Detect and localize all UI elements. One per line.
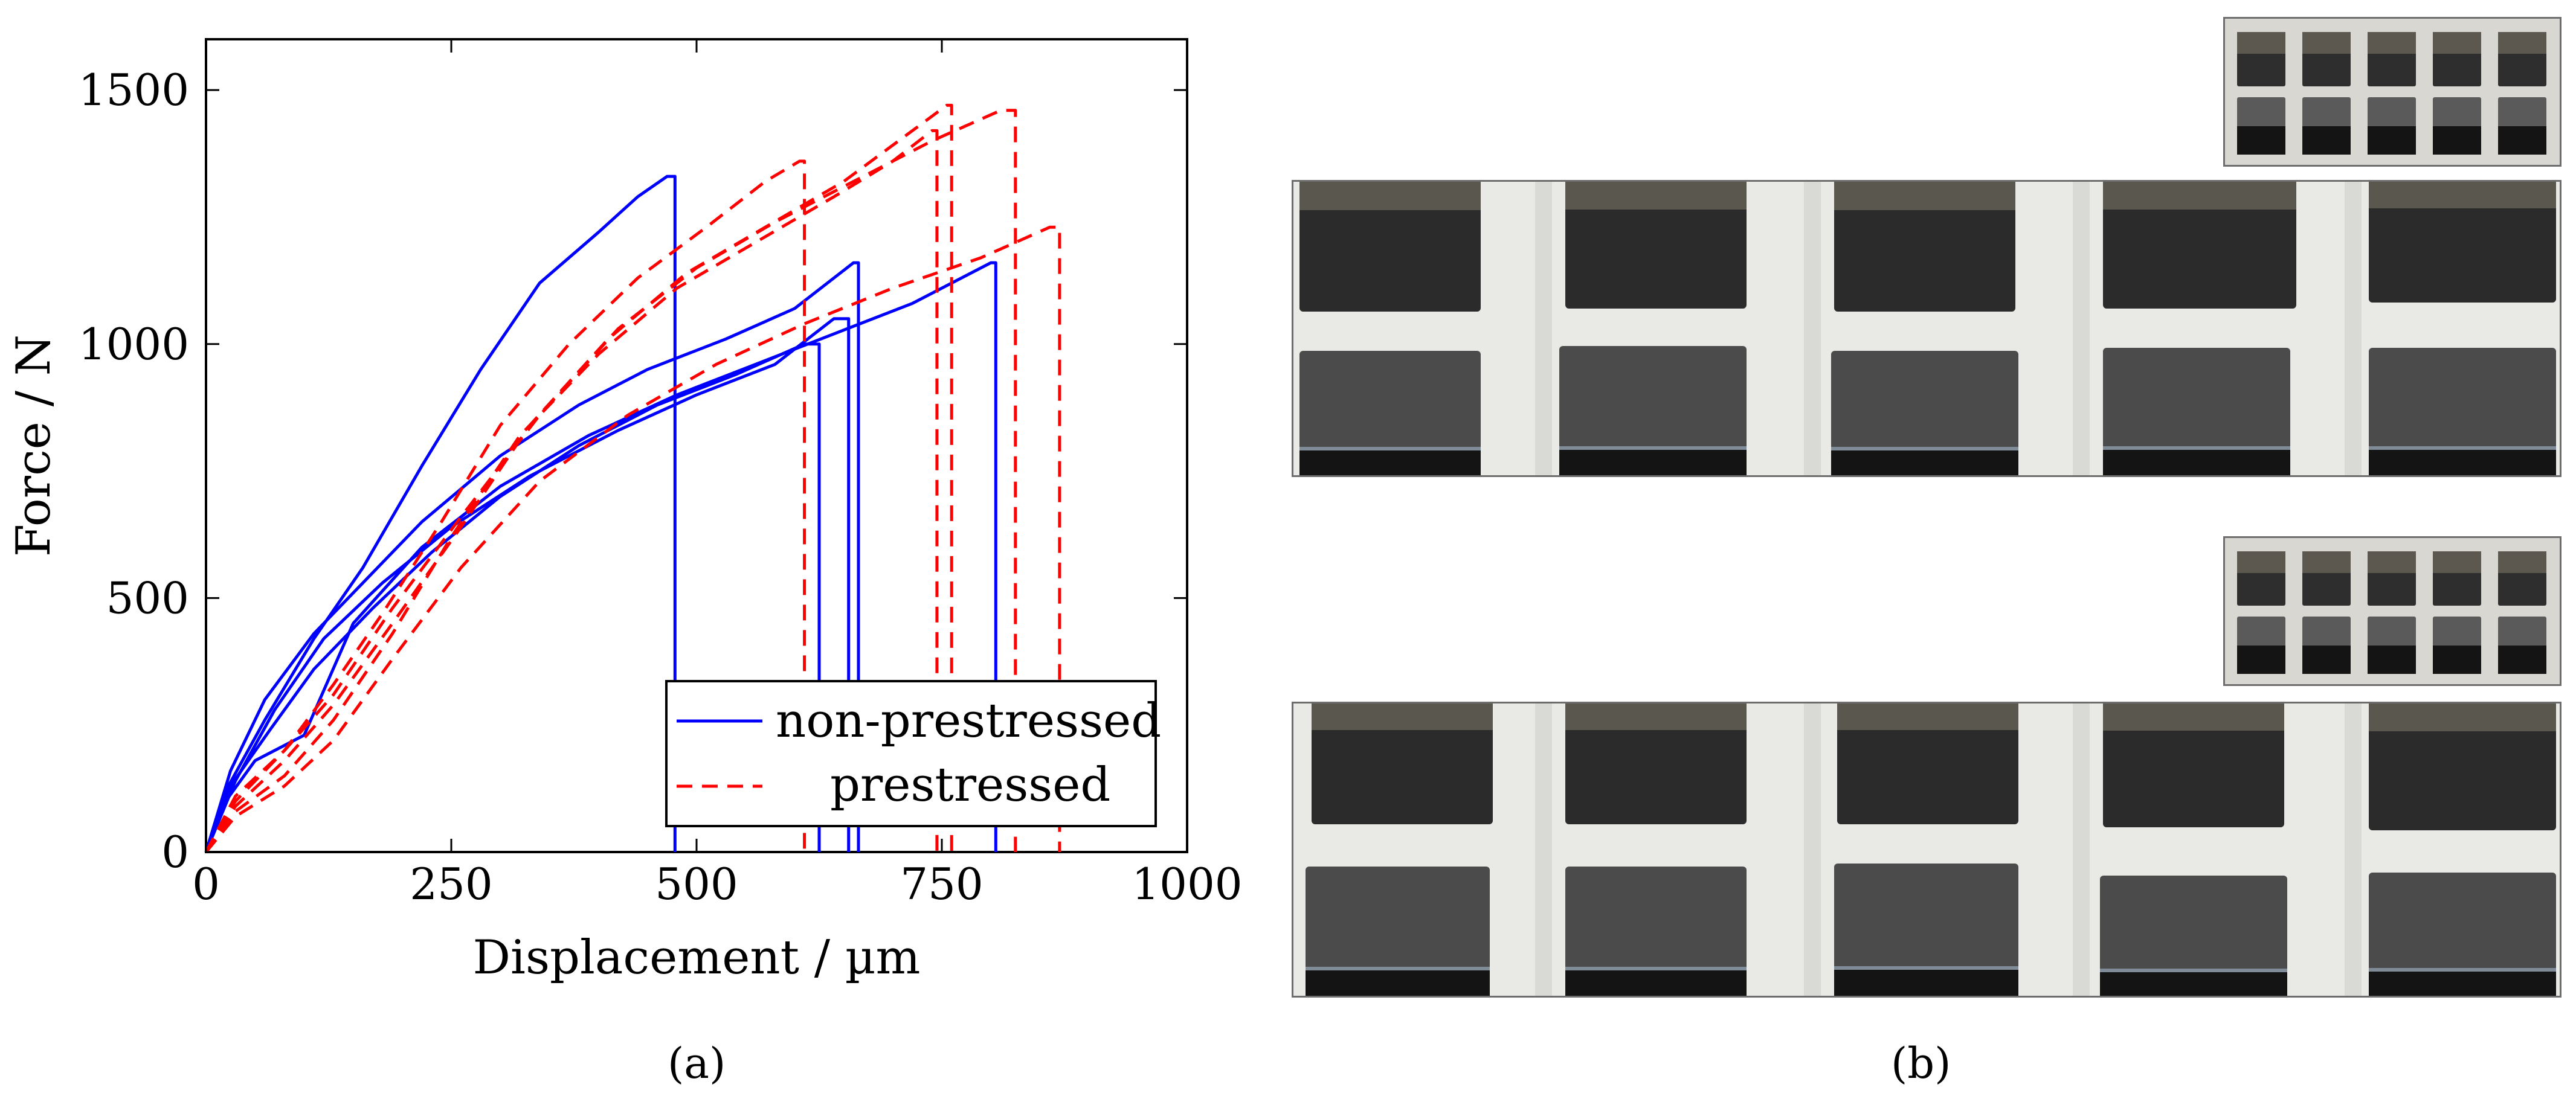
mini-specimen bbox=[2498, 617, 2546, 674]
specimen-upper bbox=[1312, 703, 1493, 824]
photo-divider bbox=[2345, 703, 2362, 996]
mini-specimen bbox=[2368, 551, 2416, 606]
photo-divider bbox=[2345, 182, 2362, 475]
specimen-upper bbox=[2103, 182, 2296, 309]
photo-divider bbox=[1535, 182, 1552, 475]
specimen-upper bbox=[1834, 182, 2015, 312]
prestressed-curve-7 bbox=[204, 129, 939, 853]
specimen-upper bbox=[1565, 182, 1747, 309]
legend-box bbox=[665, 680, 1157, 827]
mini-specimen bbox=[2302, 32, 2351, 86]
y-tick-label: 500 bbox=[106, 572, 189, 623]
y-tick-label: 1000 bbox=[79, 319, 189, 370]
specimen-lower bbox=[2100, 876, 2287, 996]
legend: non-prestressed prestressed bbox=[665, 680, 1161, 827]
caption-a: (a) bbox=[668, 1039, 726, 1088]
photo-divider bbox=[1535, 703, 1552, 996]
x-tick-label: 500 bbox=[655, 859, 738, 909]
y-tick-label: 1500 bbox=[79, 65, 189, 115]
mini-specimen bbox=[2237, 617, 2285, 674]
photo-divider bbox=[2073, 182, 2090, 475]
mini-specimen bbox=[2433, 32, 2481, 86]
mini-specimen bbox=[2498, 32, 2546, 86]
specimen-lower bbox=[1565, 867, 1747, 996]
prestressed-curve-9 bbox=[204, 109, 1017, 853]
x-tick-label: 750 bbox=[900, 859, 983, 909]
legend-label-non-prestressed: non-prestressed bbox=[776, 694, 1161, 748]
mini-specimen bbox=[2368, 32, 2416, 86]
mini-specimen bbox=[2433, 97, 2481, 155]
specimen-upper bbox=[1299, 182, 1481, 312]
mini-specimen bbox=[2302, 551, 2351, 606]
legend-label-prestressed: prestressed bbox=[830, 758, 1110, 812]
specimen-lower bbox=[1834, 864, 2018, 996]
specimen-lower bbox=[2369, 873, 2556, 996]
y-axis-label: Force / N bbox=[7, 335, 61, 557]
mini-specimen bbox=[2368, 97, 2416, 155]
curves-layer bbox=[204, 103, 1061, 853]
specimen-overview-thumbnail-bottom bbox=[2223, 536, 2562, 686]
ticks-layer: 0 250 500 750 1000 0 500 1000 1500 bbox=[79, 39, 1243, 909]
specimen-overview-thumbnail-top bbox=[2223, 17, 2562, 167]
mini-specimen bbox=[2433, 551, 2481, 606]
specimen-upper bbox=[1565, 703, 1747, 824]
specimen-upper bbox=[1837, 703, 2018, 824]
prestressed-curve-8 bbox=[204, 103, 953, 853]
x-axis-label: Displacement / µm bbox=[473, 931, 921, 985]
x-tick-label: 250 bbox=[410, 859, 492, 909]
mini-specimen bbox=[2368, 617, 2416, 674]
specimen-lower bbox=[1831, 351, 2018, 475]
non-prestressed-curve-5 bbox=[204, 261, 997, 853]
photo-divider bbox=[2073, 703, 2090, 996]
specimen-photo-bottom bbox=[1292, 702, 2562, 998]
mini-specimen bbox=[2237, 551, 2285, 606]
prestressed-curve-6 bbox=[204, 159, 807, 853]
mini-specimen bbox=[2498, 551, 2546, 606]
specimen-upper bbox=[2369, 703, 2556, 830]
x-tick-label: 0 bbox=[192, 859, 220, 909]
mini-specimen bbox=[2433, 617, 2481, 674]
caption-b: (b) bbox=[1891, 1039, 1951, 1088]
specimen-lower bbox=[1559, 346, 1747, 475]
photo-divider bbox=[1804, 182, 1821, 475]
mini-specimen bbox=[2237, 32, 2285, 86]
specimen-upper bbox=[2369, 182, 2556, 303]
mini-specimen bbox=[2498, 97, 2546, 155]
x-tick-label: 1000 bbox=[1132, 859, 1242, 909]
prestressed-curve-10 bbox=[205, 225, 1061, 853]
mini-specimen bbox=[2302, 97, 2351, 155]
specimen-lower bbox=[2369, 348, 2556, 475]
specimen-upper bbox=[2103, 703, 2284, 827]
mini-specimen bbox=[2237, 97, 2285, 155]
specimen-lower bbox=[1306, 867, 1490, 996]
non-prestressed-curve-1 bbox=[204, 175, 677, 853]
non-prestressed-curve-2 bbox=[204, 261, 860, 853]
specimen-photo-top bbox=[1292, 180, 2562, 477]
photo-divider bbox=[1804, 703, 1821, 996]
specimen-lower bbox=[1299, 351, 1481, 475]
y-tick-label: 0 bbox=[161, 827, 189, 877]
specimen-lower bbox=[2103, 348, 2290, 475]
mini-specimen bbox=[2302, 617, 2351, 674]
